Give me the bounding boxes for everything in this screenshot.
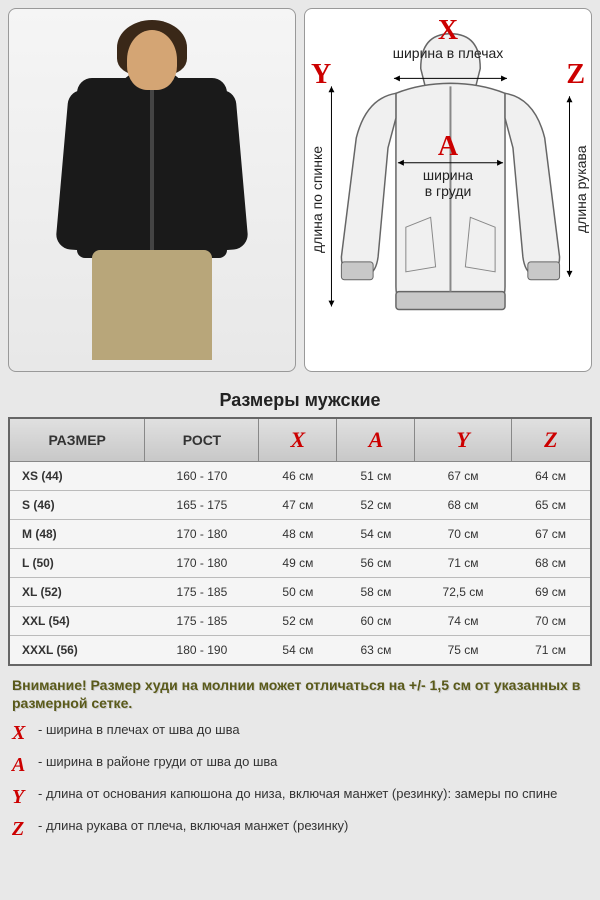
table-cell: 67 см xyxy=(511,520,591,549)
table-cell: 160 - 170 xyxy=(145,462,259,491)
hoodie-diagram: X ширина в плечах A ширина в груди Y дли… xyxy=(305,9,591,371)
table-title: Размеры мужские xyxy=(0,380,600,417)
table-cell: XXL (54) xyxy=(9,607,145,636)
table-header-row: РАЗМЕР РОСТ X A Y Z xyxy=(9,418,591,462)
legend-item-a: A - ширина в районе груди от шва до шва xyxy=(12,752,588,778)
label-shoulder: ширина в плечах xyxy=(393,45,504,61)
warning-text: Внимание! Размер худи на молнии может от… xyxy=(12,676,588,712)
table-cell: 75 см xyxy=(415,636,511,666)
table-row: M (48)170 - 18048 см54 см70 см67 см xyxy=(9,520,591,549)
table-cell: 54 см xyxy=(337,520,415,549)
table-cell: 46 см xyxy=(259,462,337,491)
label-chest-1: ширина xyxy=(423,167,473,183)
table-row: XS (44)160 - 17046 см51 см67 см64 см xyxy=(9,462,591,491)
legend-text-z: - длина рукава от плеча, включая манжет … xyxy=(38,816,588,835)
table-cell: 71 см xyxy=(415,549,511,578)
label-back: длина по спинке xyxy=(309,129,325,269)
table-row: XXXL (56)180 - 19054 см63 см75 см71 см xyxy=(9,636,591,666)
table-cell: 65 см xyxy=(511,491,591,520)
legend-item-x: X - ширина в плечах от шва до шва xyxy=(12,720,588,746)
table-cell: 49 см xyxy=(259,549,337,578)
th-x: X xyxy=(259,418,337,462)
table-cell: 52 см xyxy=(259,607,337,636)
marker-a: A xyxy=(438,131,458,163)
table-row: S (46)165 - 17547 см52 см68 см65 см xyxy=(9,491,591,520)
table-cell: 74 см xyxy=(415,607,511,636)
table-cell: S (46) xyxy=(9,491,145,520)
table-cell: 71 см xyxy=(511,636,591,666)
table-cell: 52 см xyxy=(337,491,415,520)
table-cell: 60 см xyxy=(337,607,415,636)
table-cell: 68 см xyxy=(511,549,591,578)
th-a: A xyxy=(337,418,415,462)
table-cell: 54 см xyxy=(259,636,337,666)
table-cell: L (50) xyxy=(9,549,145,578)
person-figure xyxy=(52,20,252,360)
table-cell: XL (52) xyxy=(9,578,145,607)
table-cell: 51 см xyxy=(337,462,415,491)
legend-letter-z: Z xyxy=(12,816,38,842)
table-cell: 180 - 190 xyxy=(145,636,259,666)
product-photo-panel xyxy=(8,8,296,372)
table-cell: 170 - 180 xyxy=(145,549,259,578)
table-cell: 63 см xyxy=(337,636,415,666)
th-z: Z xyxy=(511,418,591,462)
table-cell: 58 см xyxy=(337,578,415,607)
marker-x: X xyxy=(438,15,458,47)
size-table: РАЗМЕР РОСТ X A Y Z XS (44)160 - 17046 с… xyxy=(8,417,592,666)
legend: X - ширина в плечах от шва до шва A - ши… xyxy=(12,720,588,842)
legend-item-z: Z - длина рукава от плеча, включая манже… xyxy=(12,816,588,842)
table-cell: 165 - 175 xyxy=(145,491,259,520)
measurement-diagram-panel: X ширина в плечах A ширина в груди Y дли… xyxy=(304,8,592,372)
table-cell: 64 см xyxy=(511,462,591,491)
table-cell: M (48) xyxy=(9,520,145,549)
legend-letter-y: Y xyxy=(12,784,38,810)
table-row: XXL (54)175 - 18552 см60 см74 см70 см xyxy=(9,607,591,636)
table-row: L (50)170 - 18049 см56 см71 см68 см xyxy=(9,549,591,578)
table-cell: 48 см xyxy=(259,520,337,549)
legend-letter-a: A xyxy=(12,752,38,778)
table-cell: 69 см xyxy=(511,578,591,607)
marker-y: Y xyxy=(311,59,331,91)
table-cell: 68 см xyxy=(415,491,511,520)
table-cell: 70 см xyxy=(511,607,591,636)
table-cell: 175 - 185 xyxy=(145,607,259,636)
th-height: РОСТ xyxy=(145,418,259,462)
legend-text-y: - длина от основания капюшона до низа, в… xyxy=(38,784,588,803)
legend-letter-x: X xyxy=(12,720,38,746)
legend-item-y: Y - длина от основания капюшона до низа,… xyxy=(12,784,588,810)
top-section: X ширина в плечах A ширина в груди Y дли… xyxy=(0,0,600,380)
marker-z: Z xyxy=(566,59,585,91)
table-cell: 170 - 180 xyxy=(145,520,259,549)
table-cell: 47 см xyxy=(259,491,337,520)
table-row: XL (52)175 - 18550 см58 см72,5 см69 см xyxy=(9,578,591,607)
table-cell: 72,5 см xyxy=(415,578,511,607)
table-cell: XXXL (56) xyxy=(9,636,145,666)
label-chest-2: в груди xyxy=(425,183,472,199)
table-cell: 175 - 185 xyxy=(145,578,259,607)
label-sleeve: длина рукава xyxy=(573,119,589,259)
table-cell: 50 см xyxy=(259,578,337,607)
th-size: РАЗМЕР xyxy=(9,418,145,462)
legend-text-a: - ширина в районе груди от шва до шва xyxy=(38,752,588,771)
table-cell: 67 см xyxy=(415,462,511,491)
table-cell: 70 см xyxy=(415,520,511,549)
legend-text-x: - ширина в плечах от шва до шва xyxy=(38,720,588,739)
table-cell: 56 см xyxy=(337,549,415,578)
th-y: Y xyxy=(415,418,511,462)
table-cell: XS (44) xyxy=(9,462,145,491)
